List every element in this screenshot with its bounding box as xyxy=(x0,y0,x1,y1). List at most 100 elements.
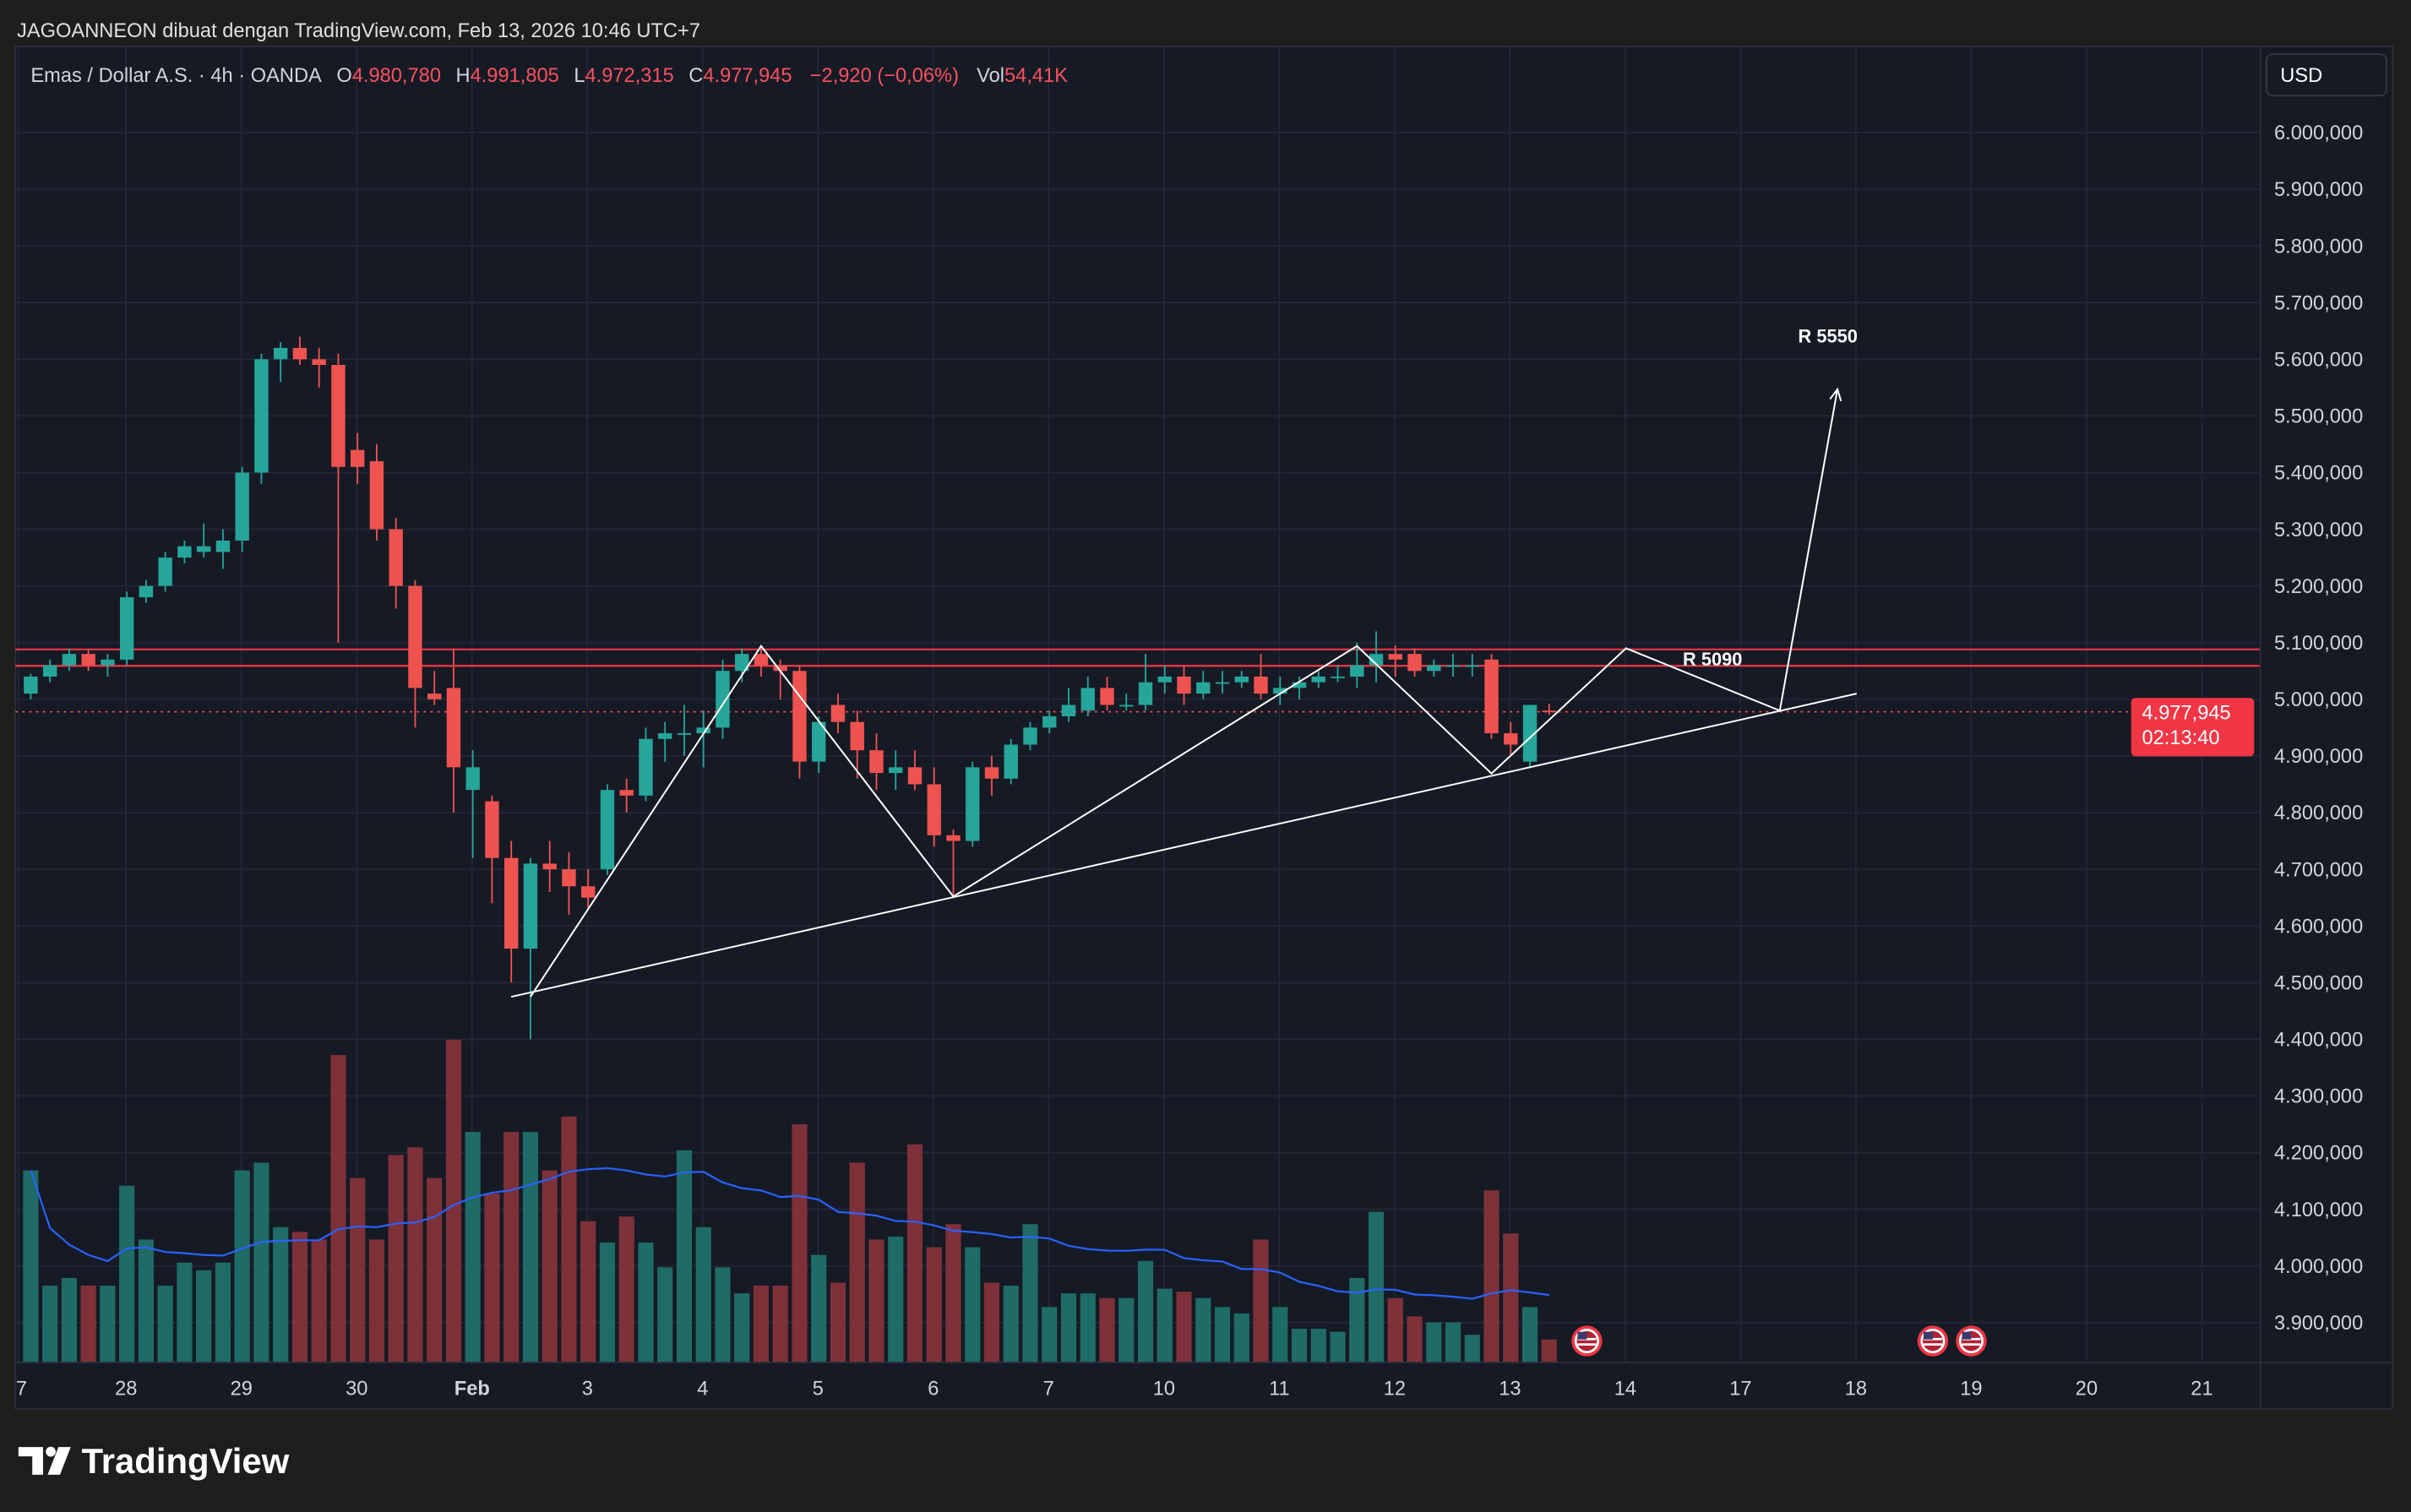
candle-body xyxy=(984,767,999,779)
candle xyxy=(716,659,730,739)
volume-bar xyxy=(368,1239,385,1363)
candle xyxy=(1522,704,1537,768)
candle xyxy=(1042,710,1057,734)
high-label: H xyxy=(455,65,470,87)
candle xyxy=(1388,645,1402,677)
volume-bar xyxy=(1195,1297,1211,1363)
volume-bar xyxy=(753,1286,770,1363)
candle xyxy=(254,353,269,484)
resistance-levels[interactable] xyxy=(15,648,2261,667)
candle xyxy=(1350,642,1364,688)
candle-body xyxy=(1369,654,1384,666)
volume-bar xyxy=(945,1224,961,1363)
candle-body xyxy=(1331,677,1345,678)
y-tick-label: 4.400,000 xyxy=(2274,1030,2363,1052)
close-label: C xyxy=(688,65,703,87)
time-axis[interactable]: 7 28 29 30 Feb 3 4 5 6 7 10 11 12 13 14 17 18 19 20 21 xyxy=(16,1378,2213,1400)
volume-bars xyxy=(23,1039,1557,1363)
candle xyxy=(542,840,557,892)
candle-body xyxy=(1138,682,1153,705)
us-flag-event-icon[interactable] xyxy=(1956,1325,1987,1357)
currency-label: USD xyxy=(2280,65,2322,87)
volume-bar xyxy=(542,1170,558,1363)
price-axis[interactable]: 6.000,000 5.900,000 5.800,000 5.700,000 5.60… xyxy=(2274,122,2363,1335)
x-tick-label: 13 xyxy=(1499,1378,1521,1400)
volume-bar xyxy=(1464,1335,1480,1363)
x-tick-label: 3 xyxy=(582,1378,593,1400)
y-tick-label: 5.500,000 xyxy=(2274,406,2363,428)
y-tick-label: 5.200,000 xyxy=(2274,576,2363,598)
candle xyxy=(869,733,884,791)
volume-bar xyxy=(1272,1307,1288,1363)
x-tick-label: 14 xyxy=(1614,1378,1636,1400)
candle-body xyxy=(504,857,519,949)
candle-body xyxy=(350,449,365,467)
volume-bar xyxy=(695,1226,711,1363)
volume-bar xyxy=(1003,1286,1019,1363)
candle xyxy=(1215,671,1230,694)
candle-body xyxy=(254,359,269,473)
volume-bar xyxy=(1503,1233,1519,1363)
candle-body xyxy=(600,790,615,870)
volume-bar xyxy=(792,1123,808,1363)
volume-bar xyxy=(906,1144,923,1363)
x-tick-label: 7 xyxy=(16,1378,27,1400)
candle-body xyxy=(1196,682,1211,694)
volume-bar xyxy=(1118,1297,1135,1363)
y-tick-label: 5.300,000 xyxy=(2274,519,2363,541)
x-tick-label: 11 xyxy=(1269,1378,1290,1400)
x-tick-label: 6 xyxy=(928,1378,939,1400)
currency-button[interactable]: USD xyxy=(2265,53,2387,97)
volume-bar xyxy=(522,1132,539,1363)
y-tick-label: 5.100,000 xyxy=(2274,633,2363,655)
candle-body xyxy=(639,738,653,796)
open-label: O xyxy=(336,65,351,87)
volume-bar xyxy=(484,1193,500,1363)
candle-body xyxy=(1157,677,1172,683)
candle xyxy=(24,673,38,699)
y-tick-label: 4.300,000 xyxy=(2274,1086,2363,1108)
candle-body xyxy=(1100,688,1114,705)
candle xyxy=(523,857,538,1040)
volume-bar xyxy=(215,1262,231,1363)
volume-bar xyxy=(138,1239,155,1363)
candle xyxy=(658,721,672,762)
candle xyxy=(946,829,961,898)
candle xyxy=(389,518,403,609)
candle xyxy=(427,671,442,705)
volume-bar xyxy=(273,1226,289,1363)
candle-body xyxy=(1484,659,1499,734)
candle-body xyxy=(754,654,769,666)
volume-bar xyxy=(1099,1297,1115,1363)
candle-body xyxy=(677,733,692,735)
volume-bar xyxy=(599,1242,616,1363)
candle xyxy=(1273,676,1287,705)
tradingview-logo[interactable]: TradingView xyxy=(18,1441,290,1481)
x-tick-label: 30 xyxy=(346,1378,367,1400)
candle-body xyxy=(177,546,192,558)
candle xyxy=(1234,671,1249,688)
x-tick-label: 17 xyxy=(1729,1378,1751,1400)
candle-body xyxy=(273,347,288,360)
volume-bar xyxy=(196,1270,212,1363)
drawings[interactable]: R 5090 R 5550 xyxy=(510,326,1858,998)
candle-body xyxy=(139,585,154,598)
volume-bar xyxy=(465,1132,481,1363)
chart-pane[interactable] xyxy=(14,46,2394,1410)
candle-body xyxy=(1119,704,1134,707)
candle-body xyxy=(101,659,115,666)
candle-body xyxy=(658,733,672,739)
us-flag-event-icon[interactable] xyxy=(1917,1325,1949,1357)
candle xyxy=(196,523,211,558)
us-flag-event-icon[interactable] xyxy=(1571,1325,1603,1357)
candle xyxy=(119,591,134,666)
y-tick-label: 4.500,000 xyxy=(2274,972,2363,994)
candle xyxy=(619,778,634,813)
x-tick-label: 12 xyxy=(1384,1378,1406,1400)
candle-body xyxy=(735,654,749,672)
candle-body xyxy=(1254,677,1268,694)
y-tick-label: 4.700,000 xyxy=(2274,859,2363,881)
volume-ma-line xyxy=(30,1167,1549,1300)
volume-bar xyxy=(407,1147,423,1363)
